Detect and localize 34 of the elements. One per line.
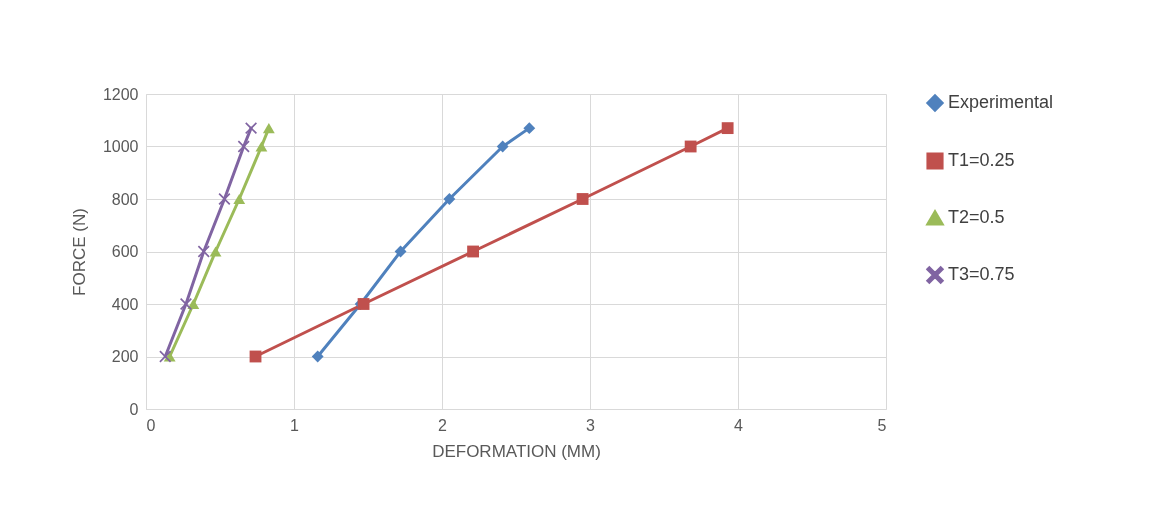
x-tick-label: 5 [877,416,887,434]
x-tick-label: 2 [438,416,448,434]
point [684,140,697,153]
legend-label: T3=0.75 [948,264,1015,284]
x-tick-label: 4 [734,416,744,434]
x-tick-label: 0 [146,416,156,434]
point [233,193,246,205]
y-tick-label: 600 [111,243,139,260]
y-tick-label: 0 [129,400,139,418]
y-axis-title: FORCE (N) [69,208,89,296]
point [255,141,268,152]
point [180,298,192,310]
point [209,246,222,257]
y-tick-label: 1000 [102,138,139,155]
point [237,140,250,153]
point [496,140,509,153]
point [311,350,324,363]
point [262,123,275,134]
legend-label: T1=0.25 [948,150,1015,170]
x-tick-label: 3 [586,416,596,434]
point [523,122,536,135]
x-tick-label: 1 [290,416,300,434]
legend-label: Experimental [948,92,1054,112]
x-axis-title: DEFORMATION (MM) [432,441,601,461]
point [467,245,479,258]
point [245,122,257,135]
y-tick-label: 1200 [102,85,139,103]
y-tick-label: 200 [111,348,139,365]
legend-label: T2=0.5 [948,207,1005,227]
point [576,193,589,205]
point [721,122,734,135]
point [443,193,456,205]
y-tick-label: 400 [111,295,139,313]
y-tick-label: 800 [111,190,139,208]
